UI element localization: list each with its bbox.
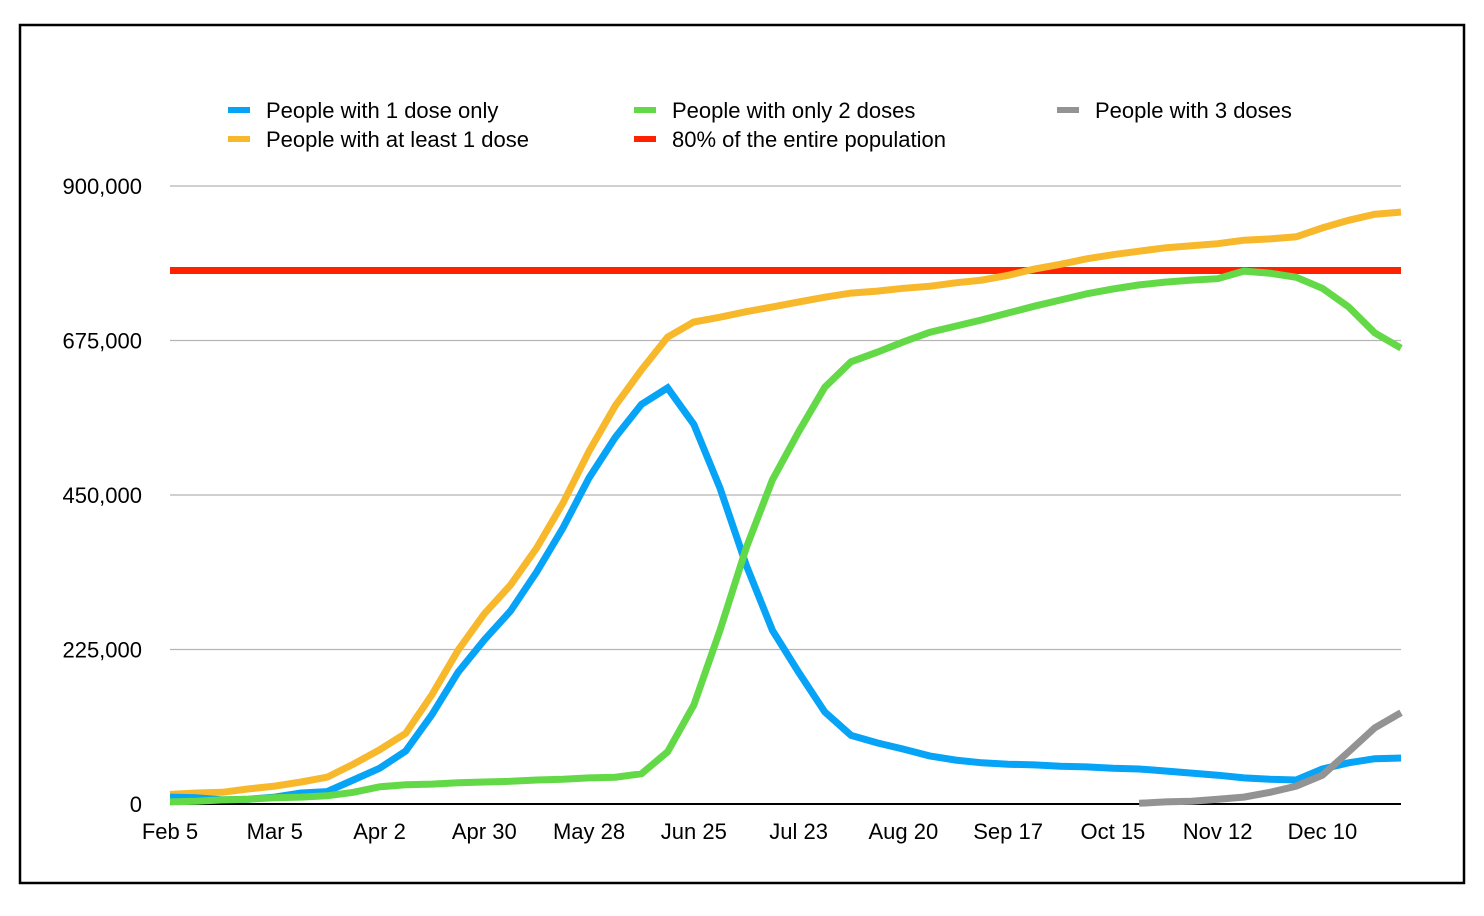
- legend-label: People with at least 1 dose: [266, 127, 529, 152]
- y-tick-label: 225,000: [62, 638, 142, 663]
- y-tick-label: 675,000: [62, 329, 142, 354]
- x-tick-label: Apr 2: [353, 819, 406, 844]
- x-tick-label: Dec 10: [1288, 819, 1358, 844]
- x-tick-label: Nov 12: [1183, 819, 1253, 844]
- x-tick-label: Aug 20: [868, 819, 938, 844]
- legend-item: 80% of the entire population: [634, 127, 946, 152]
- x-tick-label: Jun 25: [661, 819, 727, 844]
- legend-label: People with only 2 doses: [672, 98, 915, 123]
- chart-frame: [18, 23, 1466, 885]
- legend-item: People with 1 dose only: [228, 98, 498, 123]
- legend-item: People with 3 doses: [1057, 98, 1292, 123]
- x-tick-label: May 28: [553, 819, 625, 844]
- x-tick-label: Sep 17: [973, 819, 1043, 844]
- y-tick-label: 450,000: [62, 483, 142, 508]
- legend-label: People with 1 dose only: [266, 98, 498, 123]
- x-tick-label: Jul 23: [769, 819, 828, 844]
- legend-item: People with at least 1 dose: [228, 127, 529, 152]
- y-tick-label: 0: [130, 792, 142, 817]
- x-tick-label: Feb 5: [142, 819, 198, 844]
- y-tick-label: 900,000: [62, 174, 142, 199]
- legend-label: 80% of the entire population: [672, 127, 946, 152]
- series-line-1: [169, 267, 1403, 806]
- legend-label: People with 3 doses: [1095, 98, 1292, 123]
- x-tick-label: Mar 5: [247, 819, 303, 844]
- x-tick-label: Apr 30: [452, 819, 517, 844]
- legend-item: People with only 2 doses: [634, 98, 915, 123]
- x-tick-label: Oct 15: [1080, 819, 1145, 844]
- series-line-3: [169, 208, 1402, 798]
- series-line-0: [169, 383, 1402, 804]
- series-line-2: [1138, 709, 1403, 807]
